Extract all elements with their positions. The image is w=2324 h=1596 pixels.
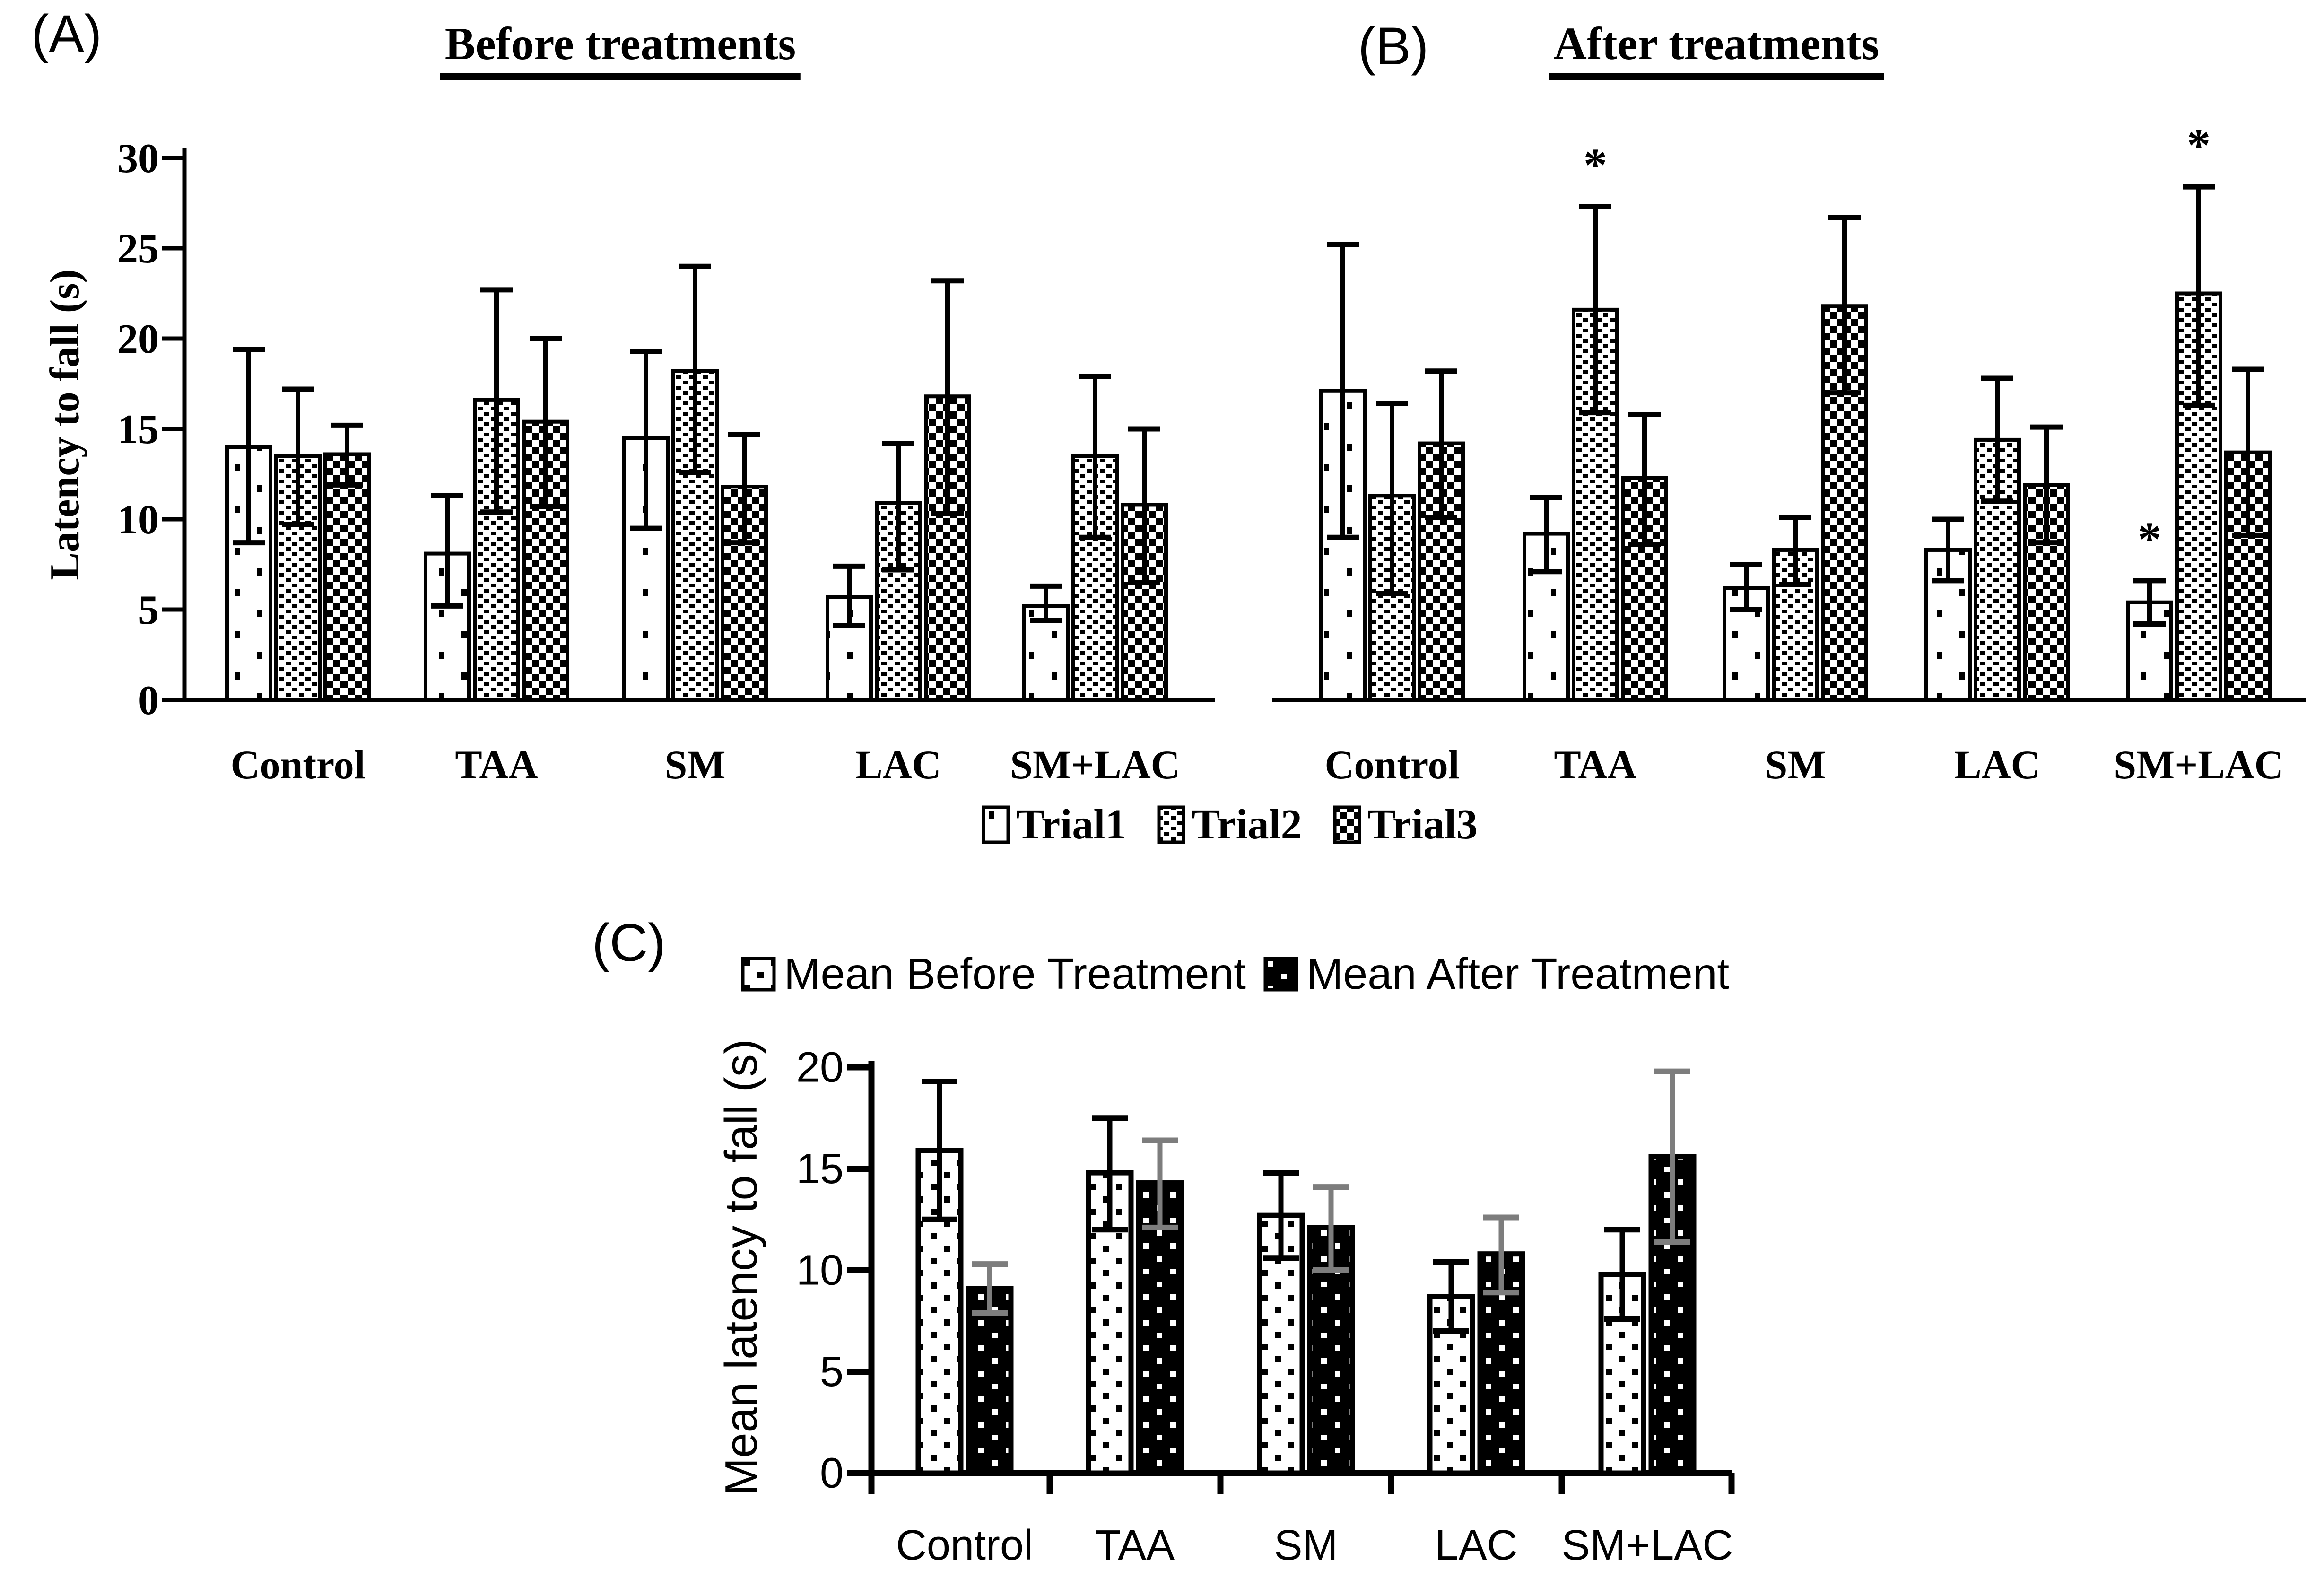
significance-asterisk-sm-lac-trial1: * [2138,513,2161,565]
y-tick-label-c: 5 [820,1348,844,1395]
panel-a-title: Before treatments [440,20,801,80]
legend-label-mean-after: Mean After Treatment [1306,949,1730,998]
y-axis-title-c: Mean latency to fall (s) [716,1039,766,1496]
significance-asterisk-sm-lac-trial2: * [2187,119,2211,171]
panel-a-plot: 0 5 10 15 20 25 30 Control TAA SM LAC SM+LAC Latency… [42,136,1215,787]
x-category-label-sm-lac: SM+LAC [1562,1522,1733,1569]
legend-label-mean-before: Mean Before Treatment [784,949,1246,998]
mean-after-swatch-icon [1263,957,1298,991]
x-category-label-sm: SM [665,742,726,787]
panel-a-letter: (A) [31,4,102,63]
y-axis-title-a: Latency to fall (s) [42,269,88,580]
bar-b-lac-trial1 [1924,548,1972,702]
y-tick-label-a: 10 [117,497,159,543]
x-category-label-taa: TAA [1554,742,1636,787]
panel-c-plot: 0 5 10 15 20 Control TAA SM LAC SM+LAC Mean latenc… [716,1039,1735,1569]
trial3-swatch-icon [1333,805,1361,844]
legend-trials: Trial1 Trial2 Trial3 [981,800,1478,849]
y-tick-label-c: 0 [820,1450,844,1497]
x-category-label-taa: TAA [455,742,538,787]
x-category-label-lac: LAC [1954,742,2040,787]
panel-b-title: After treatments [1549,20,1884,80]
legend-item-trial2: Trial2 [1157,800,1302,849]
y-tick-label-c: 20 [796,1044,844,1091]
x-category-label-lac: LAC [1435,1522,1517,1569]
legend-item-trial3: Trial3 [1332,800,1478,849]
bar-c-control-mean-after-treatment [966,1286,1014,1476]
x-category-label-control: Control [896,1522,1033,1569]
x-category-label-sm: SM [1274,1522,1338,1569]
y-tick-label-c: 15 [796,1145,844,1193]
y-tick-label-a: 20 [117,316,159,362]
x-category-label-control: Control [230,742,365,787]
y-tick-label-a: 25 [117,226,159,272]
legend-item-mean-before: Mean Before Treatment [740,949,1246,999]
panel-c-letter: (C) [592,913,666,972]
x-category-label-taa: TAA [1095,1522,1175,1569]
trial2-swatch-icon [1157,805,1185,844]
bar-a-control-trial3 [323,452,371,702]
y-tick-label-a: 15 [117,407,159,453]
x-category-label-sm-lac: SM+LAC [2114,742,2284,787]
legend-means: Mean Before Treatment Mean After Treatme… [740,949,1729,999]
significance-asterisk-taa-trial2: * [1584,139,1607,191]
x-category-label-sm: SM [1765,742,1826,787]
legend-item-mean-after: Mean After Treatment [1263,949,1729,999]
trial1-swatch-icon [982,805,1010,844]
panel-b-plot: Control TAA SM LAC SM+LAC * * * [1272,119,2306,787]
legend-item-trial1: Trial1 [981,800,1126,849]
y-tick-label-a: 30 [117,136,159,182]
mean-before-swatch-icon [741,957,776,991]
legend-label-trial1: Trial1 [1016,801,1127,848]
y-tick-label-a: 0 [138,678,159,724]
legend-label-trial2: Trial2 [1192,801,1302,848]
legend-label-trial3: Trial3 [1367,801,1478,848]
x-category-label-sm-lac: SM+LAC [1010,742,1180,787]
x-category-label-control: Control [1324,742,1459,787]
bar-c-taa-mean-after-treatment [1136,1180,1184,1476]
panel-b-letter: (B) [1358,17,1429,76]
bar-a-sm-trial3 [721,485,768,702]
y-tick-label-a: 5 [138,587,159,633]
x-category-label-lac: LAC [855,742,941,787]
y-tick-label-c: 10 [796,1247,844,1294]
